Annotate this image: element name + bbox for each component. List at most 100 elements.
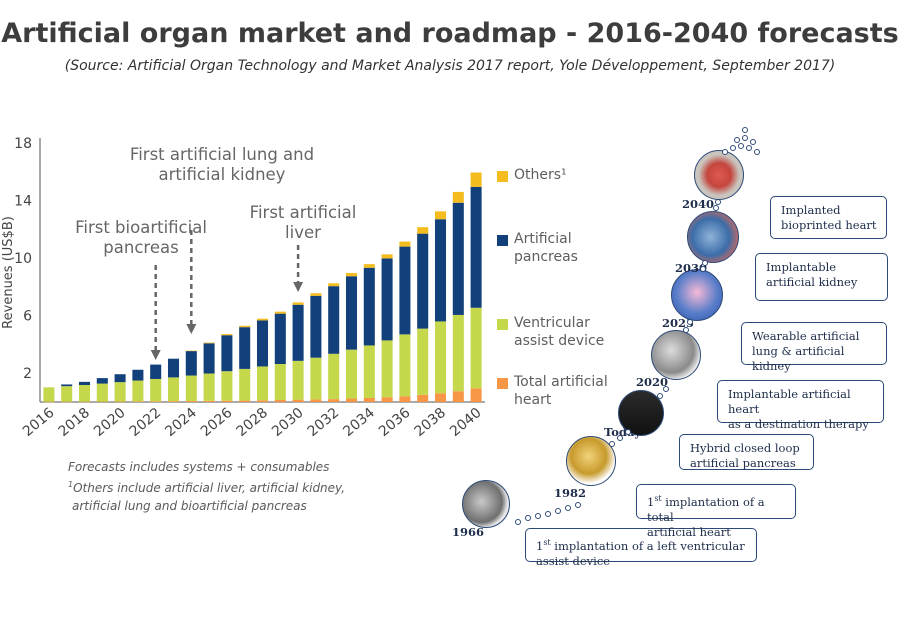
legend-swatch <box>497 378 508 389</box>
bar-2039-series-0 <box>452 391 464 402</box>
bar-2023-series-0 <box>167 401 180 402</box>
legend-item: Artificial pancreas <box>497 230 624 266</box>
roadmap-connector-dot <box>738 143 744 149</box>
bar-2016-series-0 <box>43 401 55 403</box>
annotation-arrowhead <box>186 324 197 334</box>
bar-2022-series-1 <box>150 378 162 402</box>
bar-2029-series-1 <box>274 364 286 400</box>
roadmap-connector-dot <box>525 515 531 521</box>
bar-2033-series-3 <box>345 273 358 277</box>
legend-label: Total artificial heart <box>514 374 608 408</box>
bar-2038-series-2 <box>434 219 447 322</box>
bar-2025-series-1 <box>203 373 215 401</box>
bar-2024-series-0 <box>185 400 197 402</box>
x-tick-label: 2020 <box>91 405 129 440</box>
roadmap-connector-dot <box>663 386 669 392</box>
bar-2016-series-1 <box>43 387 55 402</box>
bar-2020-series-1 <box>114 382 126 402</box>
bar-2028-series-3 <box>256 318 269 321</box>
roadmap-connector-dot <box>700 266 706 272</box>
roadmap-year: 1982 <box>554 486 587 500</box>
annotation-arrowhead <box>293 282 304 292</box>
x-tick-label: 2036 <box>376 405 414 440</box>
roadmap-connector-dot <box>515 519 521 525</box>
bar-2035-series-3 <box>381 254 393 259</box>
bar-2022-series-0 <box>150 401 162 402</box>
roadmap-connector-dot <box>742 135 748 141</box>
roadmap-milestone-box: Implantable artificial kidney <box>755 253 888 301</box>
bar-2032-series-0 <box>328 399 340 402</box>
chart-notes: Forecasts includes systems + consumables… <box>68 458 345 515</box>
bar-2029-series-0 <box>274 399 286 402</box>
annotation-text: First artificial lung and artificial kidn… <box>129 145 315 184</box>
roadmap-connector-dot <box>750 139 756 145</box>
bar-2038-series-0 <box>434 393 447 402</box>
legend-item: Total artificial heart <box>497 373 624 409</box>
ventricular-device-icon <box>462 480 510 528</box>
bar-2037-series-0 <box>417 394 429 402</box>
note-line-1: Forecasts includes systems + consumables <box>68 460 330 474</box>
bar-2038-series-1 <box>434 321 447 394</box>
note-line-3: artificial lung and bioartificial pancre… <box>72 499 307 513</box>
legend-label: Ventricular assist device <box>514 315 605 349</box>
roadmap-connector-dot <box>657 393 663 399</box>
bar-2030-series-3 <box>292 302 304 305</box>
bar-2020-series-2 <box>114 374 126 383</box>
y-tick-label: 6 <box>23 309 32 325</box>
bar-2024-series-2 <box>185 351 197 376</box>
legend-item: Others¹ <box>497 166 624 184</box>
bar-2034-series-1 <box>363 345 375 398</box>
bar-2020-series-0 <box>114 401 126 403</box>
roadmap-year: 1966 <box>452 525 485 539</box>
legend-label: Artificial pancreas <box>514 231 578 265</box>
bar-2036-series-0 <box>399 396 411 402</box>
roadmap-connector-dot <box>565 505 571 511</box>
roadmap-connector-dot <box>555 508 561 514</box>
bar-2040-series-0 <box>470 388 482 402</box>
roadmap-connector-dot <box>730 145 736 151</box>
bar-2025-series-3 <box>203 342 215 344</box>
kidney-icon <box>687 211 739 263</box>
bar-2026-series-3 <box>221 334 233 336</box>
roadmap-year: 2020 <box>636 375 669 389</box>
source-note: (Source: Artificial Organ Technology and… <box>64 58 836 74</box>
x-tick-label: 2016 <box>20 405 58 440</box>
bar-2028-series-1 <box>256 366 269 401</box>
legend-label: Others¹ <box>514 167 567 183</box>
bar-2029-series-3 <box>274 311 286 314</box>
roadmap-connector-dot <box>742 127 748 133</box>
bar-2034-series-2 <box>363 267 375 346</box>
bar-2031-series-0 <box>310 399 322 402</box>
bar-2026-series-2 <box>221 335 233 372</box>
y-axis-label: Revenues (US$B) <box>1 216 16 329</box>
roadmap-milestone-box: 1st implantation of a total artificial he… <box>636 484 796 539</box>
y-tick-label: 2 <box>23 366 32 382</box>
bar-2017-series-0 <box>61 401 73 403</box>
roadmap-year: 2040 <box>682 197 715 211</box>
roadmap-connector-dot <box>687 319 693 325</box>
bar-2022-series-2 <box>150 364 162 379</box>
roadmap-connector-dot <box>535 513 541 519</box>
bar-2018-series-1 <box>78 385 91 402</box>
bar-2019-series-1 <box>96 383 108 402</box>
bar-2037-series-1 <box>417 328 429 395</box>
bar-2018-series-2 <box>78 381 91 386</box>
bar-2027-series-2 <box>239 327 251 369</box>
bar-2036-series-3 <box>399 241 411 247</box>
x-tick-label: 2032 <box>305 405 343 440</box>
bar-2040-series-3 <box>470 172 482 187</box>
x-tick-label: 2028 <box>233 405 271 440</box>
bioprinted-heart-icon <box>694 150 744 200</box>
x-tick-label: 2018 <box>55 405 93 440</box>
bar-2027-series-3 <box>239 325 251 328</box>
roadmap-year: 2030 <box>675 261 708 275</box>
bar-2031-series-1 <box>310 357 322 400</box>
bar-2029-series-2 <box>274 313 286 365</box>
roadmap-connector-dot <box>746 145 752 151</box>
roadmap-milestone-box: Implantable artificial heart as a destina… <box>717 380 884 431</box>
x-tick-label: 2030 <box>269 405 307 440</box>
bar-2021-series-2 <box>132 369 144 381</box>
bar-2024-series-3 <box>185 350 197 352</box>
roadmap-connector-dot <box>609 441 615 447</box>
